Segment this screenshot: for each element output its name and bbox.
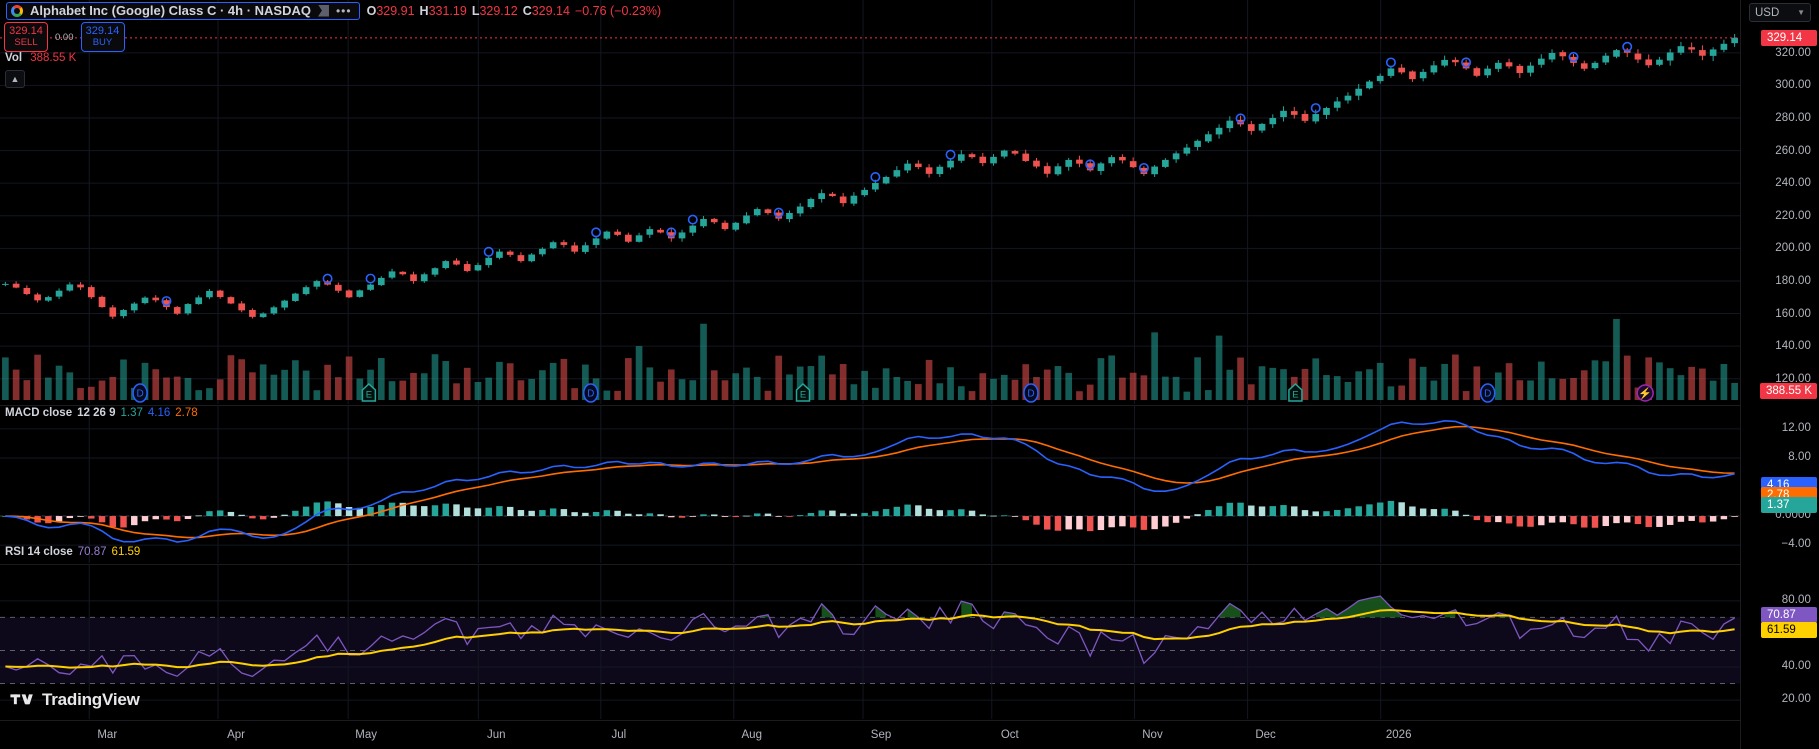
rsi-ma-badge[interactable]: 61.59 [1761,622,1817,639]
scale-tick: 240.00 [1775,177,1811,190]
macd-hist-value: 1.37 [120,407,143,419]
svg-text:D: D [1484,389,1491,400]
tradingview-wordmark: TradingView [42,690,140,709]
currency-label: USD [1755,6,1780,19]
price-chart-pane[interactable]: D E D E D E D ⚡ [0,0,1740,404]
event-markers[interactable]: D E D E D E D ⚡ [0,0,1740,404]
scale-tick: 280.00 [1775,112,1811,124]
rsi-gridlines [0,565,1740,719]
sell-button[interactable]: 329.14 SELL [4,22,48,52]
volume-badge[interactable]: 388.55 K [1759,383,1817,399]
rsi-legend[interactable]: RSI 14 close 70.87 61.59 [5,546,140,558]
time-axis-label: Jun [487,729,506,741]
rsi-value: 70.87 [77,546,107,558]
time-axis-label: Apr [227,729,245,741]
scale-tick: 320.00 [1775,46,1811,59]
currency-selector[interactable]: USD ▼ [1749,3,1811,22]
high-label: H [419,4,429,18]
scale-tick: 80.00 [1781,593,1811,606]
scale-tick: 200.00 [1775,242,1811,255]
more-options-icon[interactable]: ••• [335,3,352,18]
scale-tick: 20.00 [1781,693,1811,706]
scale-tick: 220.00 [1775,209,1811,222]
time-axis-label: Mar [97,729,118,741]
tradingview-watermark: TradingView [10,690,140,710]
time-axis-label: Jul [611,729,627,741]
price-scale[interactable]: USD ▼ 320.00 300.00 280.00 260.00 240.00 220.… [1740,0,1819,749]
rsi-pane[interactable] [0,564,1740,719]
time-axis[interactable]: Mar Apr May Jun Jul Aug Sep Oct Nov Dec 2026 [0,720,1819,749]
sell-label: SELL [14,37,38,48]
scale-tick: 12.00 [1781,421,1811,434]
svg-text:⚡: ⚡ [1638,387,1652,400]
volume-series [2,318,1738,400]
close-value: 329.14 [531,4,570,18]
buy-label: BUY [92,37,113,48]
volume-legend[interactable]: Vol 388.55 K [5,52,76,64]
high-value: 331.19 [428,4,467,18]
scale-tick: 260.00 [1775,144,1811,157]
time-axis-label: Oct [1000,729,1019,741]
chevron-down-icon: ▼ [1797,8,1805,17]
scale-tick: 140.00 [1775,340,1811,353]
rsi-series [5,595,1735,678]
buy-button[interactable]: 329.14 BUY [80,22,125,52]
ohlc-values: O 329.91 H 331.19 L 329.12 C 329.14 −0.76 (−… [367,4,662,18]
macd-series [2,419,1738,543]
scale-tick: 180.00 [1775,274,1811,287]
svg-text:E: E [800,390,806,401]
time-axis-label: Nov [1142,729,1163,741]
volume-label: Vol [5,52,23,64]
scale-tick: −4.00 [1781,538,1811,551]
macd-gridlines [0,406,1740,563]
svg-text:E: E [366,390,372,401]
google-g-icon [11,4,23,17]
svg-text:E: E [1292,390,1298,401]
low-value: 329.12 [479,4,518,18]
collapse-pane-button[interactable]: ▲ [5,70,25,88]
time-axis-label: May [355,729,378,741]
chevron-up-icon: ▲ [10,74,20,84]
time-axis-label: 2026 [1385,729,1412,741]
spread-value: 0.00 [55,31,74,43]
svg-text:D: D [136,389,143,400]
open-label: O [366,4,377,18]
trade-panel: 329.14 SELL 0.00 329.14 BUY [4,22,125,52]
svg-text:D: D [1027,389,1034,400]
scale-tick: 120.00 [1775,372,1811,385]
macd-signal-value: 2.78 [175,407,198,419]
rsi-name: RSI 14 close [5,546,73,558]
volume-value: 388.55 K [30,52,77,64]
change-value: −0.76 (−0.23%) [574,4,662,18]
symbol-title: Alphabet Inc (Google) Class C · 4h · NAS… [30,3,311,18]
symbol-button[interactable]: Alphabet Inc (Google) Class C · 4h · NAS… [6,2,360,20]
buy-price: 329.14 [85,25,120,37]
scale-tick: 8.00 [1788,450,1811,463]
low-label: L [471,4,480,18]
scale-tick: 160.00 [1775,307,1811,320]
last-price-badge[interactable]: 329.14 [1761,29,1817,46]
svg-text:D: D [587,389,594,400]
symbol-legend: Alphabet Inc (Google) Class C · 4h · NAS… [6,2,661,20]
macd-hist-badge[interactable]: 1.37 [1761,497,1817,514]
time-axis-label: Sep [870,729,892,741]
tradingview-logo-icon [10,694,33,705]
macd-legend[interactable]: MACD close 12 26 9 1.37 4.16 2.78 [5,407,198,419]
macd-line-value: 4.16 [147,407,171,419]
macd-pane[interactable] [0,405,1740,563]
rsi-value-badge[interactable]: 70.87 [1761,606,1817,623]
macd-name: MACD close [5,407,73,419]
time-axis-label: Aug [741,729,762,741]
time-axis-label: Dec [1255,729,1276,741]
macd-params: 12 26 9 [77,407,116,419]
rsi-ma-value: 61.59 [111,546,141,558]
close-label: C [522,4,532,18]
flag-icon[interactable] [317,4,329,17]
sell-price: 329.14 [9,25,43,37]
open-value: 329.91 [376,4,415,18]
price-gridlines [0,0,1740,404]
scale-tick: 40.00 [1781,660,1811,672]
scale-tick: 300.00 [1775,79,1811,92]
